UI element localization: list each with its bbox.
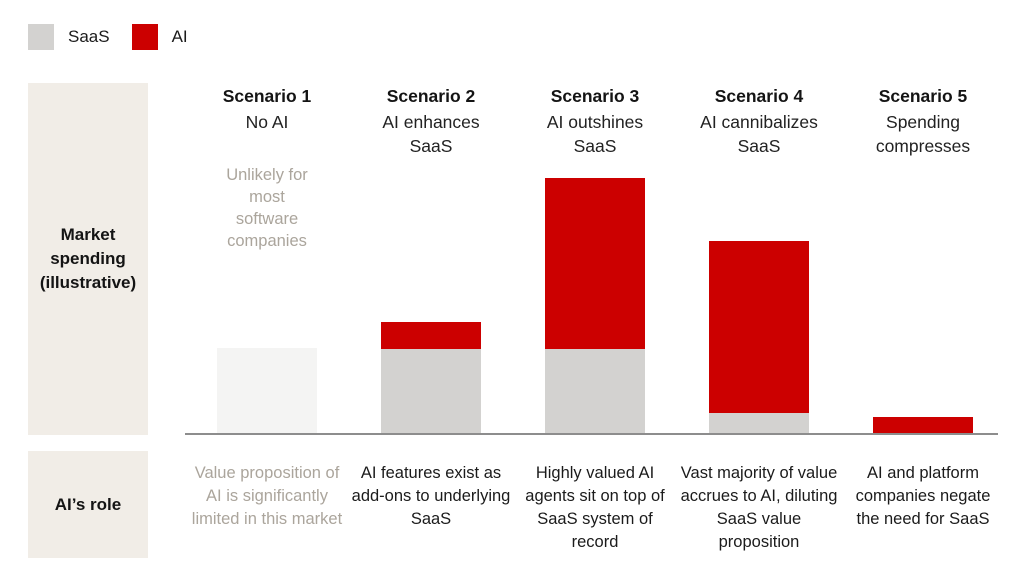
legend-label: SaaS [68,27,110,46]
bar-segment-saas [545,349,645,434]
scenario-subtitle: Spending compresses [875,112,971,156]
scenario-title: Scenario 1 [222,86,312,106]
scenario-title: Scenario 4 [714,86,804,106]
legend-swatch-icon [131,24,158,50]
legend-item: AI [131,24,188,50]
ai-role-label: AI’s role [54,494,122,514]
legend-label: AI [171,27,188,46]
scenario-description: Value proposition of AI is significantly… [191,464,343,528]
scenario-subtitle: AI cannibalizes SaaS [700,112,818,156]
scenario-columns: Scenario 1 No AI Unlikely for most softw… [185,84,1005,570]
scenario-description: AI and platform companies negate the nee… [855,464,991,528]
scenario-description: Highly valued AI agents sit on top of Sa… [525,464,665,551]
bar-segment-ai [381,322,481,349]
legend: SaaS AI [28,24,188,50]
scenario-column: Scenario 4 AI cannibalizes SaaS Vast maj… [677,84,841,570]
bar-stack [217,348,317,434]
bar-segment-saas [217,348,317,434]
scenario-column: Scenario 5 Spending compresses AI and pl… [841,84,1005,570]
scenario-title: Scenario 5 [878,86,968,106]
bar-segment-saas [381,349,481,434]
scenario-subtitle: AI outshines SaaS [546,112,644,156]
bar-stack [873,417,973,434]
bar-stack [709,241,809,434]
scenario-subtitle: No AI [245,112,289,132]
bar-segment-ai [873,417,973,434]
legend-item: SaaS [28,24,110,50]
legend-swatch-icon [28,24,54,50]
market-spending-label: Market spending (illustrative) [39,225,137,292]
scenario-title: Scenario 2 [386,86,476,106]
scenario-subtitle: AI enhances SaaS [382,112,480,156]
bar-segment-ai [545,178,645,349]
market-spending-rail: Market spending (illustrative) [28,83,148,435]
scenario-column: Scenario 2 AI enhances SaaS AI features … [349,84,513,570]
bar-stack [545,178,645,434]
scenario-description: Vast majority of value accrues to AI, di… [680,464,838,551]
bar-stack [381,322,481,434]
bar-segment-ai [709,241,809,413]
scenario-title: Scenario 3 [550,86,640,106]
scenario-note: Unlikely for most software companies [226,166,308,250]
scenario-column: Scenario 3 AI outshines SaaS Highly valu… [513,84,677,570]
bar-segment-saas [709,413,809,434]
baseline-axis [185,433,998,435]
ai-role-rail: AI’s role [28,451,148,558]
scenario-column: Scenario 1 No AI Unlikely for most softw… [185,84,349,570]
scenario-description: AI features exist as add-ons to underlyi… [351,464,511,528]
